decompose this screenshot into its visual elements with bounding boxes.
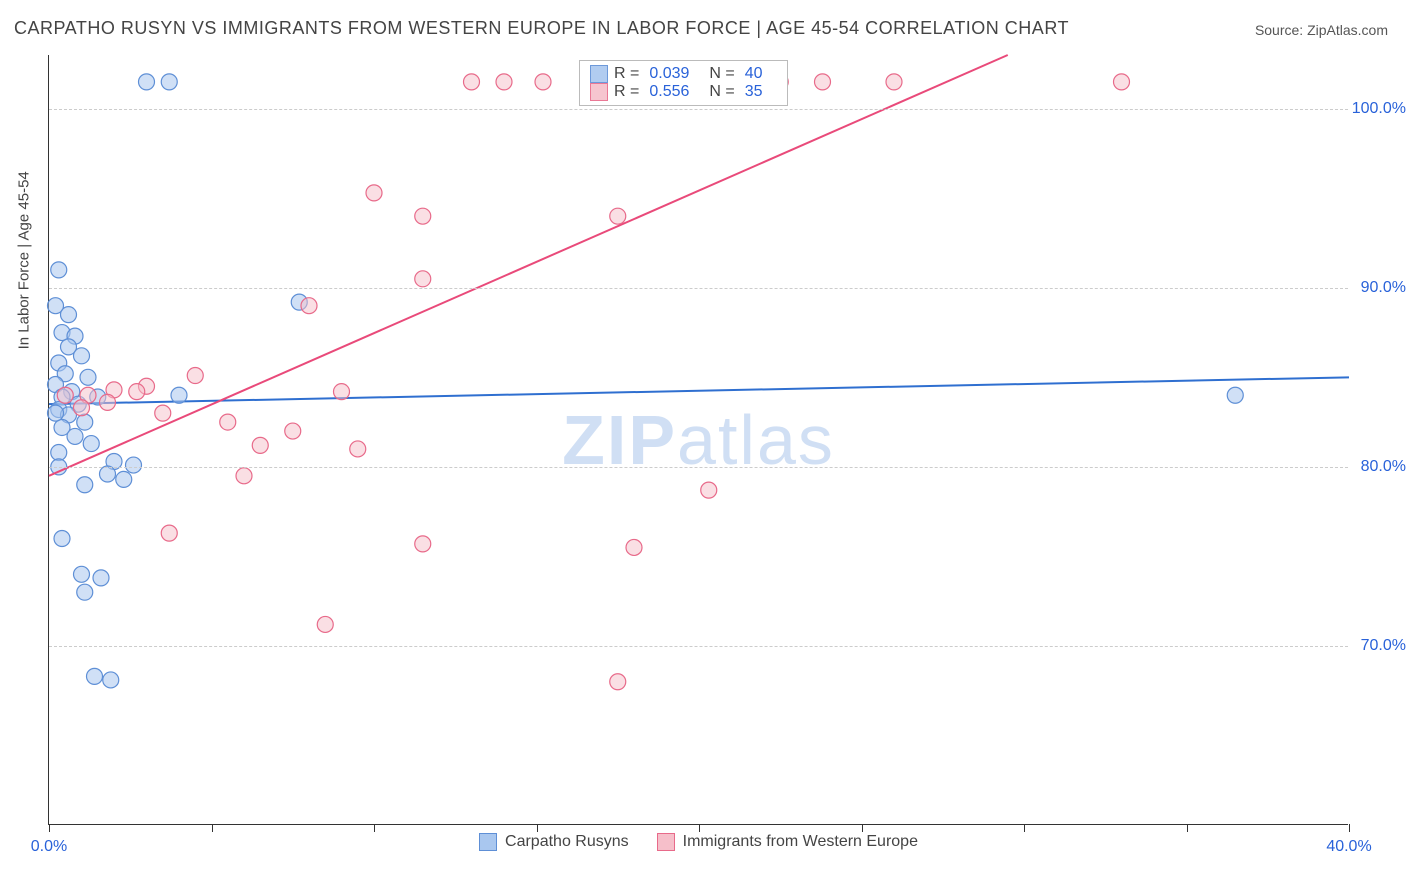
y-tick-label: 90.0% <box>1361 279 1406 297</box>
y-tick-label: 80.0% <box>1361 458 1406 476</box>
chart-plot-area: ZIPatlas R =0.039N =40R =0.556N =35 Carp… <box>48 55 1348 825</box>
data-point-blue <box>77 584 93 600</box>
source-label: Source: <box>1255 22 1303 38</box>
data-point-blue <box>139 74 155 90</box>
legend-row-pink: R = 0.556 N = 35 <box>590 83 777 101</box>
data-point-pink <box>57 387 73 403</box>
data-point-blue <box>77 414 93 430</box>
x-tick <box>374 824 375 832</box>
data-point-blue <box>61 307 77 323</box>
x-tick <box>1024 824 1025 832</box>
data-point-pink <box>252 437 268 453</box>
data-point-pink <box>886 74 902 90</box>
data-point-pink <box>626 539 642 555</box>
legend-swatch-icon <box>590 83 608 101</box>
data-point-blue <box>103 672 119 688</box>
source-link[interactable]: ZipAtlas.com <box>1307 22 1388 38</box>
data-point-blue <box>67 428 83 444</box>
x-tick-label: 40.0% <box>1326 838 1371 856</box>
x-tick <box>212 824 213 832</box>
legend-n-label: N = <box>709 83 734 101</box>
legend-n-value: 35 <box>745 83 763 101</box>
legend-swatch-icon <box>657 833 675 851</box>
data-point-pink <box>301 298 317 314</box>
legend-r-value: 0.556 <box>649 83 689 101</box>
data-point-blue <box>83 436 99 452</box>
data-point-pink <box>155 405 171 421</box>
data-point-blue <box>171 387 187 403</box>
y-axis-label: In Labor Force | Age 45-54 <box>16 171 33 349</box>
x-tick <box>1349 824 1350 832</box>
legend-swatch-icon <box>479 833 497 851</box>
data-point-pink <box>350 441 366 457</box>
data-point-pink <box>220 414 236 430</box>
x-tick <box>49 824 50 832</box>
data-point-pink <box>415 208 431 224</box>
bottom-legend-label: Carpatho Rusyns <box>505 833 629 851</box>
legend-swatch-icon <box>590 65 608 83</box>
legend-r-value: 0.039 <box>649 65 689 83</box>
bottom-legend-item-pink: Immigrants from Western Europe <box>657 833 918 851</box>
data-point-pink <box>610 674 626 690</box>
chart-title: CARPATHO RUSYN VS IMMIGRANTS FROM WESTER… <box>14 18 1069 39</box>
data-point-pink <box>535 74 551 90</box>
legend-n-label: N = <box>709 65 734 83</box>
data-point-blue <box>1227 387 1243 403</box>
data-point-pink <box>496 74 512 90</box>
data-point-pink <box>415 536 431 552</box>
data-point-blue <box>54 530 70 546</box>
bottom-legend-label: Immigrants from Western Europe <box>683 833 918 851</box>
data-point-pink <box>815 74 831 90</box>
y-tick-label: 100.0% <box>1352 100 1406 118</box>
data-point-blue <box>93 570 109 586</box>
gridline-h <box>49 467 1348 468</box>
data-point-pink <box>415 271 431 287</box>
bottom-legend-item-blue: Carpatho Rusyns <box>479 833 629 851</box>
data-point-blue <box>87 668 103 684</box>
data-point-pink <box>74 400 90 416</box>
data-point-blue <box>80 369 96 385</box>
legend-row-blue: R = 0.039 N = 40 <box>590 65 777 83</box>
data-point-blue <box>77 477 93 493</box>
data-point-pink <box>610 208 626 224</box>
x-tick <box>862 824 863 832</box>
data-point-pink <box>701 482 717 498</box>
data-point-blue <box>126 457 142 473</box>
data-point-blue <box>48 405 64 421</box>
data-point-blue <box>51 445 67 461</box>
regression-line-pink <box>49 55 1008 476</box>
data-point-pink <box>100 394 116 410</box>
gridline-h <box>49 288 1348 289</box>
x-tick-label: 0.0% <box>31 838 67 856</box>
data-point-pink <box>366 185 382 201</box>
x-tick <box>1187 824 1188 832</box>
gridline-h <box>49 109 1348 110</box>
data-point-blue <box>100 466 116 482</box>
data-point-pink <box>236 468 252 484</box>
scatter-svg <box>49 55 1348 824</box>
legend-r-label: R = <box>614 83 639 101</box>
source-attribution: Source: ZipAtlas.com <box>1255 22 1388 38</box>
data-point-pink <box>285 423 301 439</box>
data-point-blue <box>74 348 90 364</box>
y-tick-label: 70.0% <box>1361 637 1406 655</box>
series-legend: Carpatho Rusyns Immigrants from Western E… <box>49 833 1348 856</box>
data-point-blue <box>51 262 67 278</box>
x-tick <box>699 824 700 832</box>
data-point-blue <box>161 74 177 90</box>
data-point-pink <box>464 74 480 90</box>
legend-r-label: R = <box>614 65 639 83</box>
x-tick <box>537 824 538 832</box>
data-point-pink <box>161 525 177 541</box>
data-point-pink <box>1114 74 1130 90</box>
data-point-blue <box>116 471 132 487</box>
data-point-pink <box>129 384 145 400</box>
legend-n-value: 40 <box>745 65 763 83</box>
correlation-legend: R = 0.039 N = 40 R = 0.556 N = 35 <box>579 60 788 106</box>
data-point-pink <box>334 384 350 400</box>
data-point-pink <box>187 368 203 384</box>
gridline-h <box>49 646 1348 647</box>
data-point-pink <box>317 616 333 632</box>
data-point-blue <box>74 566 90 582</box>
